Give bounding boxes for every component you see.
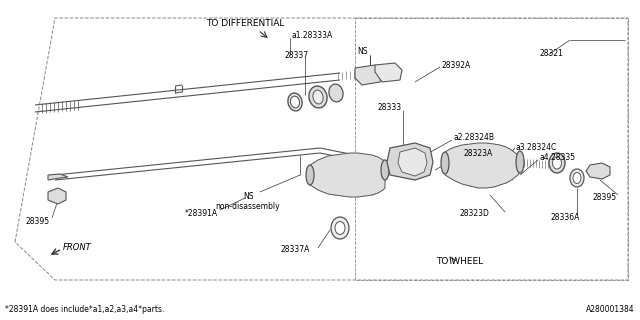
Text: *28391A does include*a1,a2,a3,a4*parts.: *28391A does include*a1,a2,a3,a4*parts.: [5, 306, 164, 315]
Text: a1.28333A: a1.28333A: [292, 31, 333, 41]
Text: NS: NS: [358, 47, 368, 57]
Text: 28337A: 28337A: [280, 245, 310, 254]
Polygon shape: [398, 148, 427, 176]
Polygon shape: [586, 163, 610, 179]
Text: 28333: 28333: [378, 103, 402, 113]
Polygon shape: [48, 188, 66, 204]
Ellipse shape: [549, 153, 565, 173]
Text: a2.28324B: a2.28324B: [454, 133, 495, 142]
Ellipse shape: [306, 165, 314, 185]
Text: 28395: 28395: [26, 218, 50, 227]
Text: *28391A: *28391A: [185, 209, 218, 218]
Text: 28323D: 28323D: [460, 210, 490, 219]
Polygon shape: [310, 153, 385, 197]
Ellipse shape: [309, 86, 327, 108]
Ellipse shape: [288, 93, 302, 111]
Text: 28392A: 28392A: [442, 60, 471, 69]
Ellipse shape: [516, 151, 524, 173]
Text: A280001384: A280001384: [586, 306, 635, 315]
Text: 28321: 28321: [540, 49, 564, 58]
Text: 28323A: 28323A: [464, 148, 493, 157]
Polygon shape: [445, 143, 520, 188]
Polygon shape: [48, 174, 68, 180]
Ellipse shape: [335, 221, 345, 235]
Ellipse shape: [381, 160, 389, 180]
Text: a3.28324C: a3.28324C: [516, 142, 557, 151]
Text: 28395: 28395: [593, 194, 617, 203]
Ellipse shape: [313, 90, 323, 104]
Ellipse shape: [329, 84, 343, 102]
Ellipse shape: [441, 152, 449, 174]
Ellipse shape: [291, 96, 300, 108]
Text: TO DIFFERENTIAL: TO DIFFERENTIAL: [206, 19, 284, 28]
Polygon shape: [387, 143, 433, 180]
Text: 28337: 28337: [285, 51, 309, 60]
Ellipse shape: [570, 169, 584, 187]
Text: TO WHEEL: TO WHEEL: [436, 258, 484, 267]
Polygon shape: [375, 63, 402, 82]
Text: NS
non-disassembly: NS non-disassembly: [216, 192, 280, 212]
Ellipse shape: [331, 217, 349, 239]
Text: 28336A: 28336A: [550, 213, 580, 222]
Ellipse shape: [552, 157, 561, 169]
Polygon shape: [355, 65, 382, 85]
Text: a4.28335: a4.28335: [540, 154, 576, 163]
Text: FRONT: FRONT: [63, 244, 92, 252]
Ellipse shape: [573, 172, 581, 183]
